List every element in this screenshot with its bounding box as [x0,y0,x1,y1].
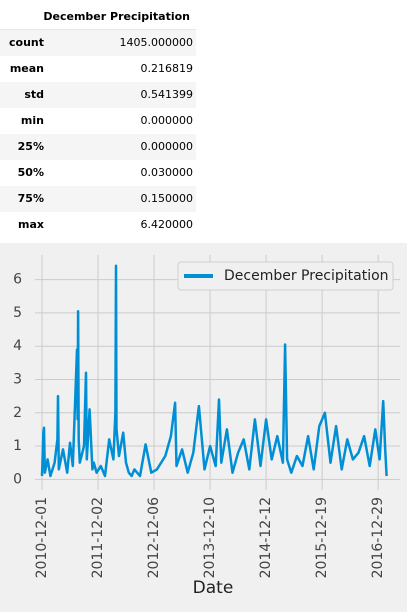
row-label: max [18,218,44,231]
row-bg [0,186,196,212]
row-value: 0.216819 [141,62,194,75]
row-label: min [21,114,44,127]
legend-box [177,261,394,291]
y-tick-label: 3 [13,371,22,387]
x-tick-label: 2011-12-02 [90,497,106,578]
x-tick-label: 2013-12-10 [202,497,218,578]
row-bg [0,134,196,160]
x-tick-label: 2015-12-19 [314,497,330,578]
x-tick-label: 2010-12-01 [34,497,50,578]
y-tick-label: 5 [13,305,22,321]
x-tick-label: 2012-12-06 [146,497,162,578]
row-value: 0.150000 [141,192,194,205]
x-tick-label: 2014-12-12 [258,497,274,578]
x-axis-label: Date [193,578,234,598]
row-label: mean [10,62,44,75]
data-line [40,264,388,478]
row-label: count [9,36,44,49]
row-bg [0,30,196,56]
y-tick-label: 2 [13,405,22,421]
row-label: 50% [18,166,44,179]
x-tick-label: 2016-12-29 [370,497,386,578]
row-value: 1405.000000 [120,36,193,49]
row-value: 0.000000 [141,140,194,153]
row-label: 75% [18,192,44,205]
figure-bg [0,243,407,612]
table-header: December Precipitation [43,10,190,23]
y-tick-label: 1 [13,438,22,454]
row-label: std [24,88,44,101]
legend-label: December Precipitation [224,268,389,284]
row-bg [0,82,196,108]
row-value: 0.030000 [141,166,194,179]
row-value: 0.000000 [141,114,194,127]
row-value: 0.541399 [141,88,194,101]
y-tick-label: 6 [13,272,22,288]
y-tick-label: 4 [13,338,22,354]
row-label: 25% [18,140,44,153]
y-tick-label: 0 [13,471,22,487]
row-value: 6.420000 [141,218,194,231]
